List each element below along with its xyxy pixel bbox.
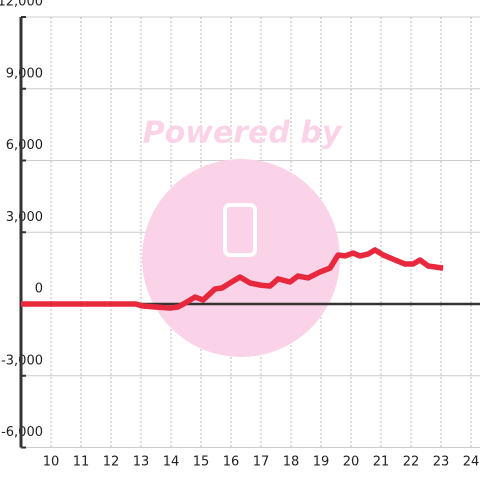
watermark-icon: [223, 203, 257, 257]
line-series: [21, 247, 444, 311]
x-tick-label: 13: [133, 455, 150, 470]
x-tick-label: 18: [283, 455, 300, 470]
x-tick-label: 12: [103, 455, 120, 470]
watermark: Powered by: [143, 116, 343, 151]
x-tick-label: 10: [43, 455, 60, 470]
x-tick-label: 19: [313, 455, 330, 470]
x-tick-label: 24: [463, 455, 480, 470]
x-tick-label: 23: [433, 455, 450, 470]
y-tick-label: 12,000: [0, 0, 43, 10]
x-tick-label: 16: [223, 455, 240, 470]
x-tick-label: 15: [193, 455, 210, 470]
y-tick-label: 3,000: [6, 210, 43, 225]
y-tick-label: 6,000: [6, 138, 43, 153]
y-tick-label: 9,000: [6, 66, 43, 81]
watermark-logo: [142, 159, 340, 357]
x-tick-label: 21: [373, 455, 390, 470]
y-tick-label: 0: [35, 282, 43, 297]
x-tick-label: 22: [403, 455, 420, 470]
x-tick-label: 11: [73, 455, 90, 470]
x-tick-label: 14: [163, 455, 180, 470]
x-tick-label: 17: [253, 455, 270, 470]
x-tick-label: 20: [343, 455, 360, 470]
